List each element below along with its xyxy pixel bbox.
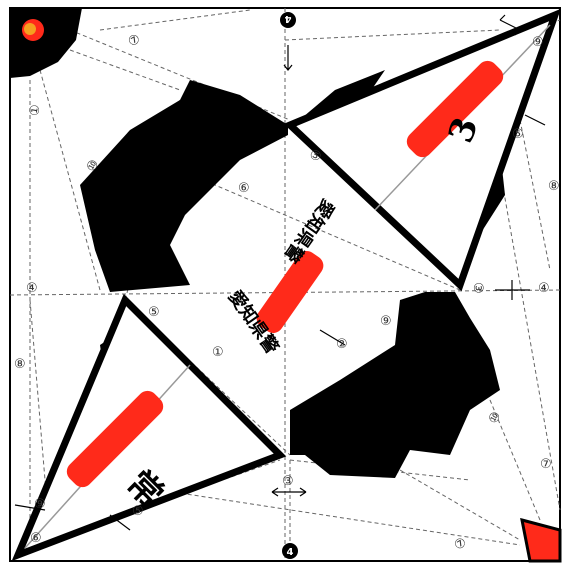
svg-text:③: ③ [470, 282, 485, 294]
svg-text:③: ③ [282, 474, 294, 489]
svg-text:⑨: ⑨ [532, 35, 544, 50]
lower-right-body [290, 292, 500, 478]
svg-text:①: ① [212, 345, 224, 360]
center-red-capsule [256, 251, 324, 333]
upper-red-stripe [406, 60, 504, 158]
svg-text:⑧: ⑧ [548, 179, 560, 194]
corner-tl-mark [22, 19, 44, 41]
svg-text:⑦: ⑦ [540, 457, 552, 472]
fold-lines [9, 8, 561, 561]
svg-text:⑧: ⑧ [14, 357, 26, 372]
bottom-marker: 4 [282, 543, 298, 559]
svg-text:⑥: ⑥ [238, 181, 250, 196]
svg-text:4: 4 [284, 13, 291, 24]
svg-text:⑥: ⑥ [30, 531, 42, 546]
svg-text:4: 4 [287, 547, 294, 558]
corner-br-red [520, 517, 562, 563]
svg-text:①: ① [27, 103, 44, 117]
svg-text:④: ④ [538, 281, 550, 296]
svg-text:⑤: ⑤ [132, 504, 144, 519]
svg-text:⑤: ⑤ [512, 127, 524, 142]
svg-text:②: ② [336, 337, 348, 352]
top-marker: 4 [280, 12, 296, 28]
upper-left-body [80, 80, 288, 292]
svg-text:⑨: ⑨ [34, 497, 46, 512]
arrow-marks [14, 14, 546, 531]
upper-wing [283, 8, 561, 292]
svg-text:④: ④ [26, 281, 38, 296]
svg-text:⑨: ⑨ [380, 314, 392, 329]
svg-text:⑤: ⑤ [148, 305, 160, 320]
lower-wing [11, 293, 287, 562]
lower-red-stripe [66, 390, 164, 488]
